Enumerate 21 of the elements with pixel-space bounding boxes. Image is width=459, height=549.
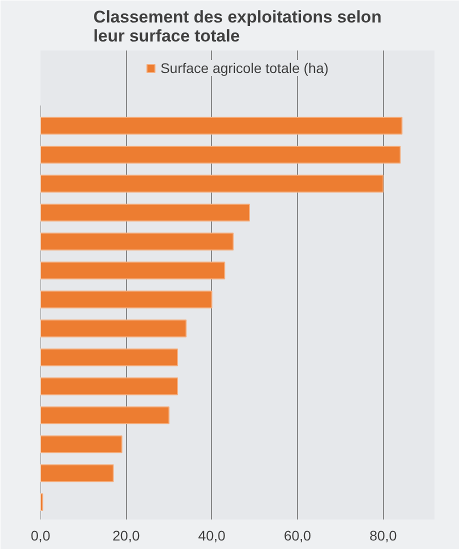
chart-title: Classement des exploitations selon leur surface totale (93, 8, 382, 46)
bar (40, 116, 402, 135)
bar (40, 204, 250, 222)
x-tick-label: 0,0 (30, 528, 50, 544)
bar (40, 146, 401, 164)
bar (40, 290, 212, 308)
bar (40, 435, 122, 454)
bar (40, 348, 178, 366)
bar (40, 406, 170, 424)
bar (40, 320, 187, 338)
x-tick-label: 60,0 (284, 528, 312, 544)
bar (40, 232, 234, 250)
x-tick-label: 40,0 (198, 528, 226, 544)
x-tick-label: 80,0 (369, 528, 397, 544)
x-tick-label: 20,0 (112, 528, 140, 544)
bar (40, 493, 44, 512)
legend-label: Surface agricole totale (ha) (160, 60, 329, 76)
bar (40, 262, 226, 280)
bar (40, 174, 384, 193)
bar (40, 377, 178, 396)
bar (40, 464, 114, 482)
